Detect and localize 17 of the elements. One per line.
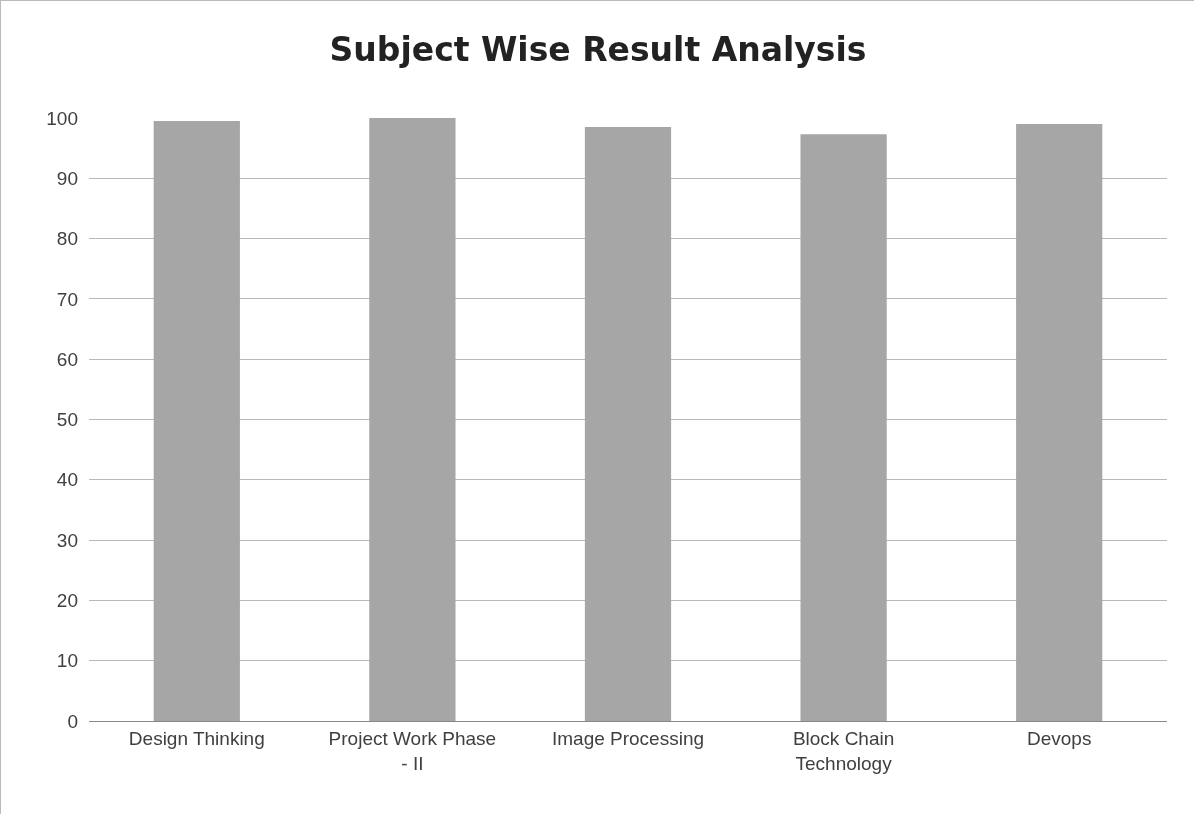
y-tick-label: 70 xyxy=(56,288,78,310)
y-tick-label: 50 xyxy=(56,409,78,431)
x-tick-label: Project Work Phase - II xyxy=(328,727,497,774)
y-tick-label: 80 xyxy=(56,228,78,250)
x-tick-label: Devops xyxy=(1026,727,1092,749)
y-tick-label: 60 xyxy=(56,348,78,370)
chart-title: Subject Wise Result Analysis xyxy=(329,29,867,69)
y-tick-label: 30 xyxy=(56,529,78,551)
y-tick-label: 40 xyxy=(56,469,78,491)
y-tick-label: 20 xyxy=(56,590,78,612)
y-tick-label: 10 xyxy=(56,650,78,672)
x-tick-label: Block Chain Technology xyxy=(792,727,895,774)
x-tick-label: Design Thinking xyxy=(128,727,265,749)
y-tick-label: 90 xyxy=(56,167,78,189)
x-tick-label: Image Processing xyxy=(551,727,705,749)
y-tick-label: 100 xyxy=(46,107,78,129)
y-tick-label: 0 xyxy=(67,710,78,732)
